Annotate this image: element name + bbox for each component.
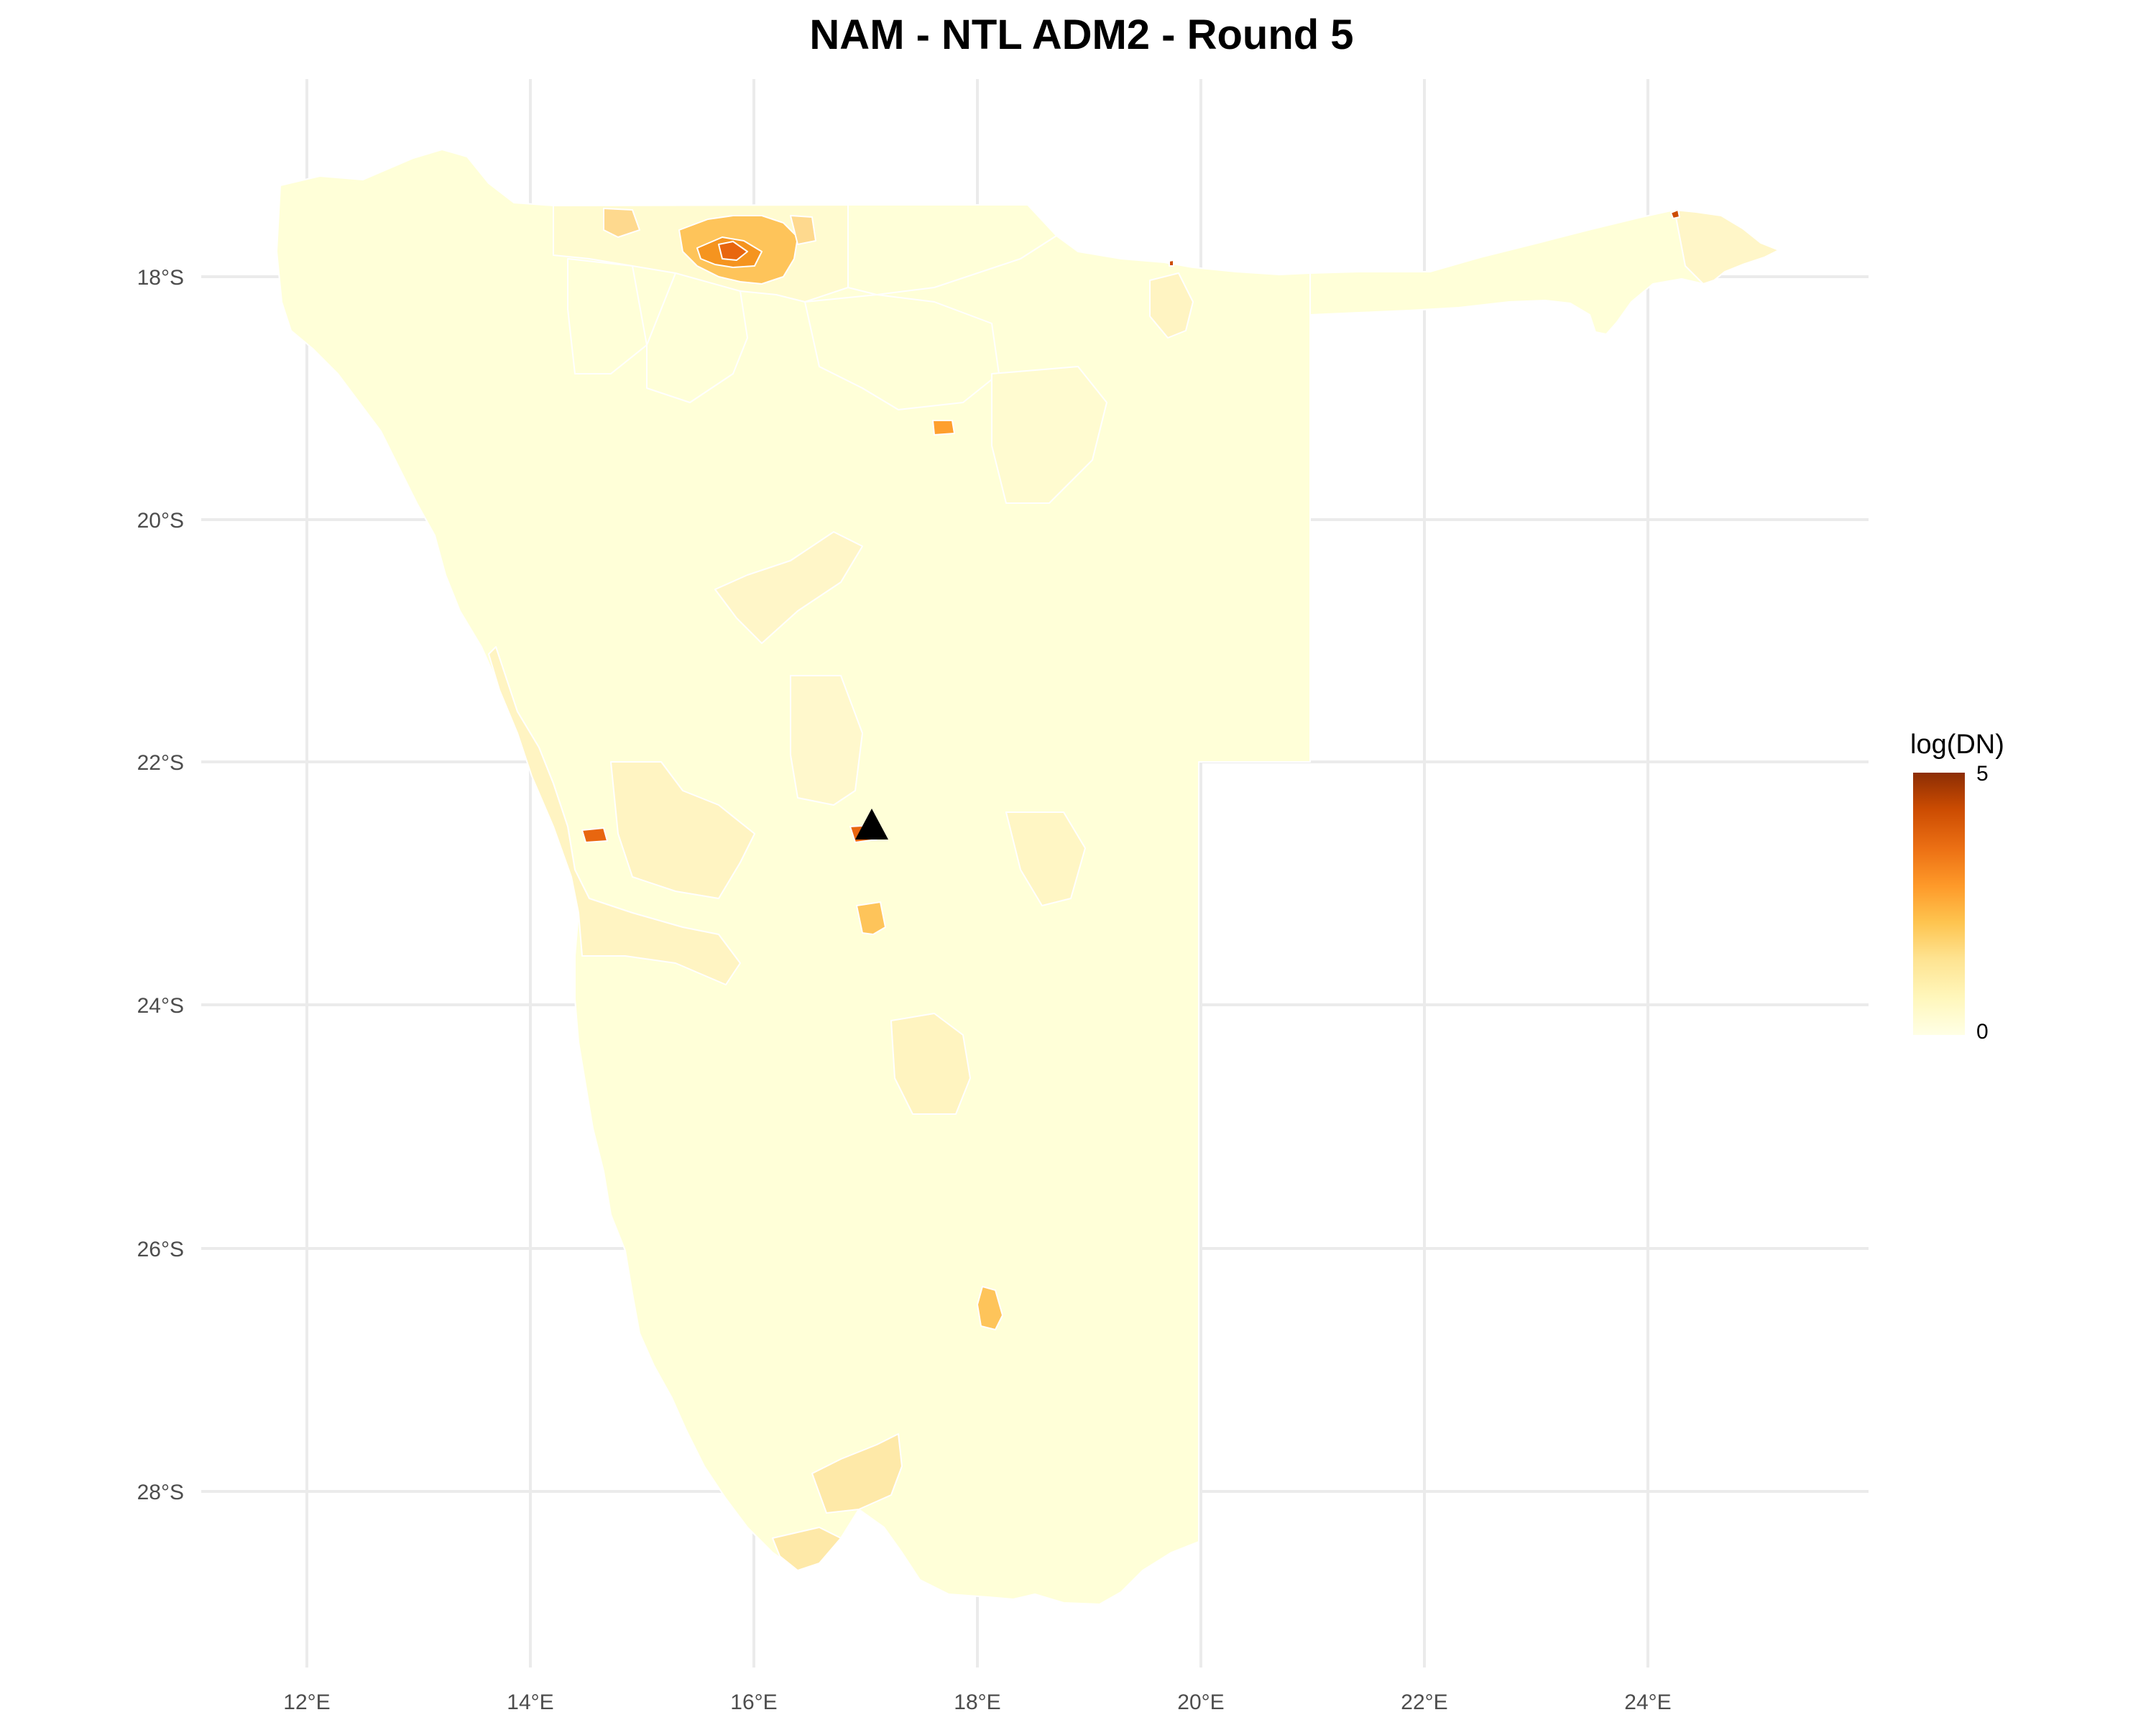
central-east-region — [1005, 811, 1086, 906]
y-tick-label: 18°S — [137, 266, 184, 290]
southern-tip-region — [772, 1527, 842, 1571]
windhoek-patch — [856, 901, 886, 935]
north-east-region-b — [991, 366, 1107, 504]
north-region-d — [847, 204, 1057, 295]
north-east-region — [1149, 272, 1194, 339]
ondangwa-region — [603, 208, 640, 238]
x-axis: 12°E 14°E 16°E 18°E 20°E 22°E 24°E — [283, 1690, 1671, 1714]
katima-patch — [1670, 209, 1680, 219]
y-tick-label: 26°S — [137, 1238, 184, 1261]
x-tick-label: 12°E — [283, 1690, 330, 1714]
x-tick-label: 18°E — [954, 1690, 1000, 1714]
y-tick-label: 22°S — [137, 751, 184, 775]
south-central-region — [890, 1013, 971, 1115]
legend-title: log(DN) — [1910, 730, 2004, 760]
north-region-c — [804, 294, 1000, 410]
legend-min-label: 0 — [1976, 1020, 1989, 1044]
y-tick-label: 28°S — [137, 1481, 184, 1504]
legend: log(DN) 5 0 — [1910, 730, 2004, 1044]
coastal-region-erongo — [488, 646, 741, 985]
x-tick-label: 20°E — [1177, 1690, 1224, 1714]
y-tick-label: 20°S — [137, 509, 184, 533]
legend-max-label: 5 — [1976, 762, 1989, 786]
north-region-b — [646, 272, 748, 403]
keetmanshoop-patch — [977, 1286, 1003, 1330]
southern-coast-region — [811, 1433, 903, 1514]
map-title: NAM - NTL ADM2 - Round 5 — [809, 12, 1353, 58]
x-tick-label: 24°E — [1624, 1690, 1671, 1714]
x-tick-label: 22°E — [1401, 1690, 1447, 1714]
x-tick-label: 14°E — [507, 1690, 553, 1714]
walvis-bay-patch — [581, 827, 608, 843]
rundu-patch — [1169, 259, 1174, 267]
x-tick-label: 16°E — [730, 1690, 777, 1714]
north-region-a — [567, 258, 648, 374]
central-west-region — [610, 761, 755, 899]
country-outline — [276, 149, 1311, 1605]
north-west-band-region — [714, 531, 863, 644]
namibia-regions — [276, 149, 1779, 1605]
legend-colorbar — [1913, 773, 1965, 1035]
tsumeb-patch — [932, 420, 955, 436]
north-border-region — [790, 215, 816, 245]
caprivi-east-region — [1674, 209, 1779, 285]
y-tick-label: 24°S — [137, 994, 184, 1018]
oshakati-dark — [718, 241, 748, 261]
central-region-a — [790, 675, 863, 806]
capital-triangle-marker — [855, 809, 888, 840]
y-axis: 18°S 20°S 22°S 24°S 26°S 28°S — [137, 266, 184, 1504]
